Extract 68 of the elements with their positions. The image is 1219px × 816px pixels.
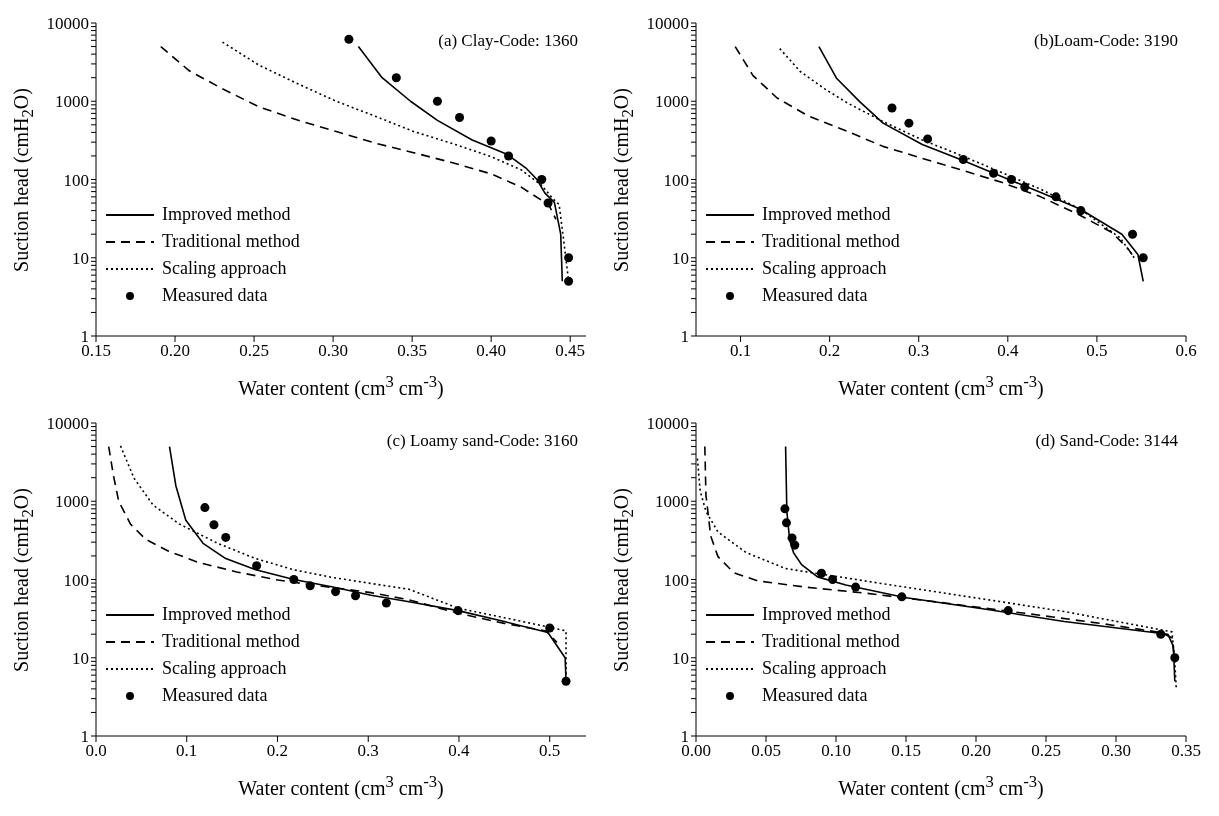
y-tick-label: 1000 xyxy=(55,92,89,112)
legend-label: Traditional method xyxy=(762,230,900,253)
y-tick-label: 10000 xyxy=(46,414,89,434)
legend-label: Measured data xyxy=(162,684,268,707)
x-axis-title: Water content (cm$^{3}$ cm$^{-3}$) xyxy=(837,772,1045,800)
y-tick-label: 10 xyxy=(72,248,89,268)
x-tick-label: 0.2 xyxy=(819,341,841,361)
x-tick-label: 0.15 xyxy=(891,741,921,761)
y-tick-label: 1 xyxy=(680,327,689,347)
y-tick-label: 100 xyxy=(663,570,689,590)
text: (c) Loamy sand-Code: 3160 xyxy=(386,431,578,451)
x-tick-label: 0.15 xyxy=(81,341,111,361)
x-tick-label: 0.6 xyxy=(1175,341,1197,361)
legend-label: Traditional method xyxy=(162,230,300,253)
x-tick-label: 0.20 xyxy=(160,341,190,361)
y-tick-label: 1000 xyxy=(655,92,689,112)
x-tick-label: 0.25 xyxy=(1031,741,1061,761)
x-tick-label: 0.1 xyxy=(729,341,752,361)
y-tick-label: 10000 xyxy=(646,14,689,34)
x-axis-title: Water content (cm$^{3}$ cm$^{-3}$) xyxy=(237,372,445,400)
x-tick-label: 0.45 xyxy=(555,341,586,361)
text: (d) Sand-Code: 3144 xyxy=(1035,431,1178,451)
legend-label: Measured data xyxy=(762,284,868,307)
x-tick-label: 0.05 xyxy=(751,741,781,761)
x-tick-label: 0.3 xyxy=(357,741,379,761)
x-axis-title: Water content (cm$^{3}$ cm$^{-3}$) xyxy=(837,372,1045,400)
x-tick-label: 0.5 xyxy=(539,741,561,761)
legend-label: Improved method xyxy=(162,203,291,226)
x-tick-label: 0.35 xyxy=(1171,741,1201,761)
y-tick-label: 100 xyxy=(63,570,89,590)
legend-label: Measured data xyxy=(162,284,268,307)
x-tick-label: 0.4 xyxy=(997,341,1019,361)
y-tick-label: 10 xyxy=(72,648,89,668)
y-tick-label: 100 xyxy=(63,170,89,190)
y-tick-label: 10 xyxy=(672,648,689,668)
x-tick-label: 0.2 xyxy=(266,741,289,761)
x-tick-label: 0.5 xyxy=(1086,341,1108,361)
legend-label: Scaling approach xyxy=(762,257,887,280)
legend-label: Improved method xyxy=(762,203,891,226)
x-tick-label: 0.00 xyxy=(681,741,711,761)
legend-label: Traditional method xyxy=(762,630,900,653)
y-tick-label: 100 xyxy=(663,170,689,190)
y-tick-label: 1000 xyxy=(55,492,89,512)
x-tick-label: 0.30 xyxy=(318,341,348,361)
x-tick-label: 0.25 xyxy=(239,341,269,361)
legend-label: Scaling approach xyxy=(162,657,287,680)
text: (a) Clay-Code: 1360 xyxy=(438,31,578,51)
legend-label: Scaling approach xyxy=(162,257,287,280)
x-tick-label: 0.20 xyxy=(961,741,991,761)
legend-label: Improved method xyxy=(762,603,891,626)
y-tick-label: 10000 xyxy=(46,14,89,34)
x-axis-title: Water content (cm$^{3}$ cm$^{-3}$) xyxy=(237,772,445,800)
legend-label: Traditional method xyxy=(162,630,300,653)
text: (b)Loam-Code: 3190 xyxy=(1034,31,1178,51)
legend-label: Improved method xyxy=(162,603,291,626)
y-tick-label: 10 xyxy=(672,248,689,268)
x-tick-label: 0.4 xyxy=(448,741,471,761)
x-tick-label: 0.0 xyxy=(85,741,107,761)
x-tick-label: 0.40 xyxy=(476,341,507,361)
legend-label: Scaling approach xyxy=(762,657,887,680)
legend-label: Measured data xyxy=(762,684,868,707)
x-tick-label: 0.30 xyxy=(1101,741,1131,761)
x-tick-label: 0.10 xyxy=(821,741,851,761)
x-tick-label: 0.3 xyxy=(908,341,930,361)
y-tick-label: 10000 xyxy=(646,414,689,434)
x-tick-label: 0.35 xyxy=(397,341,427,361)
y-tick-label: 1000 xyxy=(655,492,689,512)
x-tick-label: 0.1 xyxy=(176,741,198,761)
